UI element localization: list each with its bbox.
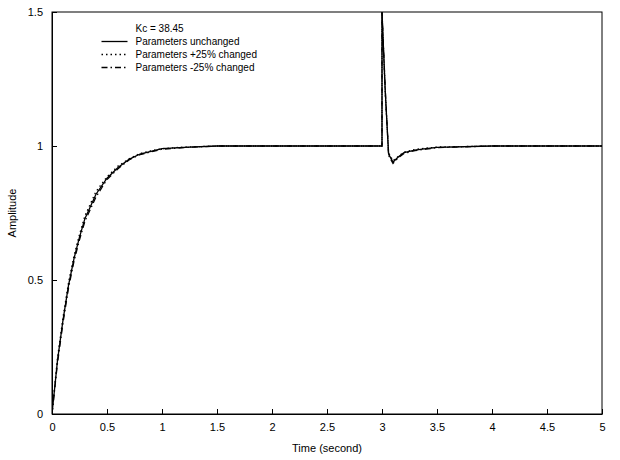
tick-mark — [52, 414, 57, 415]
tick-mark — [382, 409, 383, 414]
series-line — [52, 12, 602, 414]
plot-area: 0 0.5 1 1.5 2 2.5 3 3.5 4 4.5 5 0 0.5 1 1.5 Time (secon… — [6, 6, 606, 454]
series-line — [52, 12, 602, 414]
plot-frame — [52, 12, 602, 414]
tick: 1 — [37, 140, 57, 152]
legend-label: Parameters -25% changed — [136, 62, 255, 73]
lines — [52, 12, 602, 414]
tick-label: 0 — [49, 421, 55, 433]
tick-mark — [52, 280, 57, 281]
tick-mark — [437, 409, 438, 414]
tick-mark — [272, 409, 273, 414]
y-axis-title: Amplitude — [6, 189, 18, 238]
tick-label: 4.5 — [540, 421, 555, 433]
tick-mark — [547, 409, 548, 414]
legend-label: Parameters +25% changed — [136, 49, 257, 60]
tick-mark — [217, 409, 218, 414]
chart: 0 0.5 1 1.5 2 2.5 3 3.5 4 4.5 5 0 0.5 1 1.5 Time (secon… — [0, 0, 620, 460]
legend: Kc = 38.45 Parameters unchanged Parameters… — [102, 23, 257, 73]
tick-label: 0.5 — [100, 421, 115, 433]
axis-line — [53, 414, 603, 415]
tick: 0.5 — [100, 409, 115, 433]
tick: 2 — [269, 409, 275, 433]
legend-label: Parameters unchanged — [136, 36, 240, 47]
tick-label: 0.5 — [28, 274, 43, 286]
tick-mark — [107, 409, 108, 414]
tick-label: 1 — [37, 140, 43, 152]
tick-mark — [52, 146, 57, 147]
series-line — [52, 12, 602, 414]
tick-label: 5 — [599, 421, 605, 433]
tick-mark — [602, 409, 603, 414]
tick-label: 3 — [379, 421, 385, 433]
tick: 1.5 — [210, 409, 225, 433]
tick: 5 — [599, 409, 605, 433]
tick: 2.5 — [320, 409, 335, 433]
tick-mark — [327, 409, 328, 414]
tick-mark — [492, 409, 493, 414]
tick-mark — [52, 12, 57, 13]
tick: 0 — [37, 408, 57, 420]
legend-swatch — [102, 41, 128, 42]
tick-label: 1.5 — [210, 421, 225, 433]
tick: 3.5 — [430, 409, 445, 433]
tick-mark — [162, 409, 163, 414]
tick-label: 1.5 — [28, 6, 43, 18]
tick-label: 2 — [269, 421, 275, 433]
tick: 3 — [379, 409, 385, 433]
legend-swatch — [102, 54, 128, 55]
tick: 1.5 — [28, 6, 57, 18]
x-axis: 0 0.5 1 1.5 2 2.5 3 3.5 4 4.5 5 — [49, 409, 605, 433]
tick: 1 — [159, 409, 165, 433]
axis-line — [52, 13, 53, 415]
x-axis-title: Time (second) — [292, 442, 362, 454]
tick: 4 — [489, 409, 495, 433]
y-axis: 0 0.5 1 1.5 — [28, 6, 57, 420]
tick-label: 1 — [159, 421, 165, 433]
tick-label: 3.5 — [430, 421, 445, 433]
tick-label: 4 — [489, 421, 495, 433]
tick: 4.5 — [540, 409, 555, 433]
tick: 0.5 — [28, 274, 57, 286]
legend-swatch — [102, 67, 128, 68]
tick-label: 2.5 — [320, 421, 335, 433]
tick-label: 0 — [37, 408, 43, 420]
annotation: Kc = 38.45 — [136, 23, 185, 34]
